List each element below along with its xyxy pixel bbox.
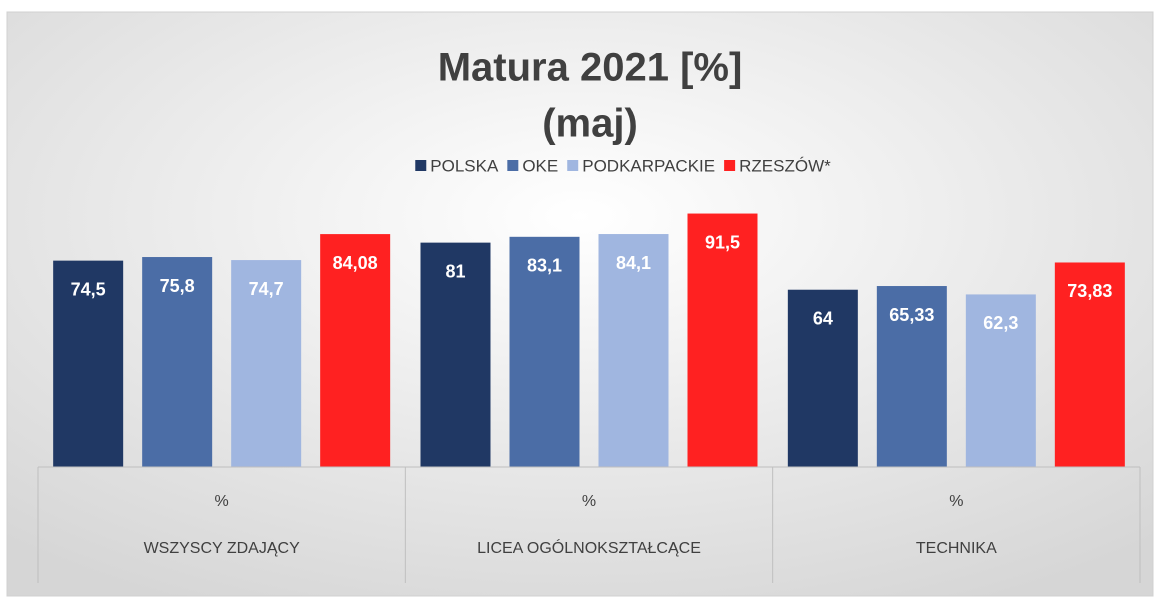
legend-swatch [507,160,519,171]
bar [687,213,758,467]
bar [53,260,124,467]
bar [231,260,302,467]
bar [420,242,491,467]
legend-label: RZESZÓW* [739,156,831,175]
x-tick-label: TECHNIKA [916,540,997,557]
legend-swatch [724,160,736,171]
data-label: 84,08 [333,253,378,273]
x-tick-sublabel: % [582,493,596,510]
x-tick-label: WSZYSCY ZDAJĄCY [144,540,301,557]
data-label: 73,83 [1067,281,1112,301]
legend-label: POLSKA [430,156,499,175]
data-label: 91,5 [705,232,740,252]
legend: POLSKA OKE PODKARPACKIE RZESZÓW* [415,156,831,175]
x-tick-label: LICEA OGÓLNOKSZTAŁCĄCE [477,538,701,557]
bar [142,257,213,467]
data-label: 74,7 [249,279,284,299]
data-label: 74,5 [71,279,106,299]
bar [787,289,858,467]
legend-swatch [567,160,579,171]
data-label: 84,1 [616,253,651,273]
legend-label: PODKARPACKIE [582,156,715,175]
bar [598,234,669,467]
bar [876,286,947,467]
bar [1054,262,1125,467]
data-label: 81 [445,261,465,281]
bar [965,294,1036,467]
data-label: 62,3 [983,313,1018,333]
bar [509,236,580,467]
data-label: 75,8 [160,276,195,296]
legend-swatch [415,160,427,171]
chart-title: Matura 2021 [%] [438,46,743,90]
data-label: 64 [813,308,833,328]
data-label: 83,1 [527,256,562,276]
legend-label: OKE [522,156,558,175]
data-label: 65,33 [889,305,934,325]
x-tick-sublabel: % [215,493,229,510]
x-tick-sublabel: % [949,493,963,510]
chart-subtitle: (maj) [542,102,638,146]
bar [320,234,391,467]
